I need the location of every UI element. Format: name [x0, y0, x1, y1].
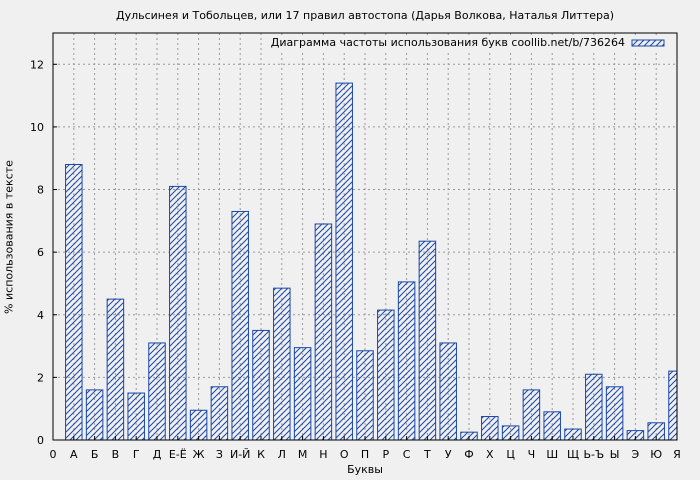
- x-tick-label: Ж: [193, 448, 205, 461]
- bar: [273, 287, 291, 441]
- bar: [543, 411, 561, 441]
- bar: [293, 347, 312, 441]
- bar: [65, 163, 83, 441]
- x-tick-label: Е-Ё: [169, 448, 187, 461]
- legend-swatch: [631, 39, 665, 47]
- bar: [169, 185, 187, 441]
- x-tick-label: С: [403, 448, 411, 461]
- x-tick-label: З: [216, 448, 223, 461]
- x-tick-label: В: [112, 448, 120, 461]
- bar: [148, 342, 166, 441]
- legend-box: [268, 35, 674, 51]
- x-tick-label: Б: [91, 448, 99, 461]
- legend: Диаграмма частоты использования букв coo…: [268, 35, 674, 51]
- x-tick-label: К: [257, 448, 265, 461]
- x-tick-label: Р: [382, 448, 389, 461]
- x-tick-label: 0: [50, 448, 57, 461]
- x-tick-label: Ф: [464, 448, 473, 461]
- x-tick-label: Я: [673, 448, 681, 461]
- bar: [377, 309, 395, 441]
- y-tick-label: 10: [30, 121, 44, 134]
- bar: [189, 409, 208, 441]
- bar: [605, 386, 624, 441]
- x-tick-label: Ц: [506, 448, 515, 461]
- x-tick-label: М: [298, 448, 308, 461]
- x-axis-label: Буквы: [347, 463, 383, 476]
- bar: [356, 350, 374, 441]
- y-tick-label: 4: [37, 309, 44, 322]
- x-tick-label: Щ: [567, 448, 579, 461]
- x-tick-label: Г: [133, 448, 140, 461]
- x-tick-label: Ь-Ъ: [583, 448, 604, 461]
- x-tick-label: Ш: [546, 448, 558, 461]
- chart-title: Дульсинея и Тобольцев, или 17 правил авт…: [115, 9, 615, 22]
- x-tick-label: Д: [153, 448, 162, 461]
- x-tick-label: Н: [319, 448, 327, 461]
- x-tick-label: Т: [423, 448, 431, 461]
- bar: [418, 240, 437, 441]
- x-tick-label: Э: [632, 448, 640, 461]
- x-tick-label: Х: [486, 448, 494, 461]
- x-tick-label: Ч: [528, 448, 536, 461]
- bar: [668, 370, 678, 441]
- bar: [585, 373, 603, 441]
- x-tick-label: П: [361, 448, 369, 461]
- x-tick-label: У: [445, 448, 452, 461]
- y-tick-label: 8: [37, 184, 44, 197]
- x-tick-label: Л: [278, 448, 286, 461]
- y-tick-label: 2: [37, 371, 44, 384]
- y-tick-label: 0: [37, 434, 44, 447]
- y-tick-label: 6: [37, 246, 44, 259]
- bar: [314, 223, 333, 441]
- bar: [252, 329, 270, 441]
- bar: [335, 82, 353, 441]
- bar: [106, 298, 125, 441]
- x-tick-label: Ю: [650, 448, 662, 461]
- y-tick-label: 12: [30, 58, 44, 71]
- bar: [127, 392, 145, 441]
- x-tick-label: И-Й: [230, 448, 250, 461]
- bar: [522, 389, 541, 441]
- bar: [397, 281, 416, 441]
- x-tick-label: О: [340, 448, 349, 461]
- bar: [85, 389, 104, 441]
- x-tick-label: А: [70, 448, 78, 461]
- plot-frame: [52, 32, 678, 441]
- bar: [210, 386, 229, 441]
- bar: [231, 210, 249, 441]
- legend-label: Диаграмма частоты использования букв coo…: [271, 36, 625, 49]
- x-tick-label: Ы: [610, 448, 620, 461]
- bar: [439, 342, 457, 441]
